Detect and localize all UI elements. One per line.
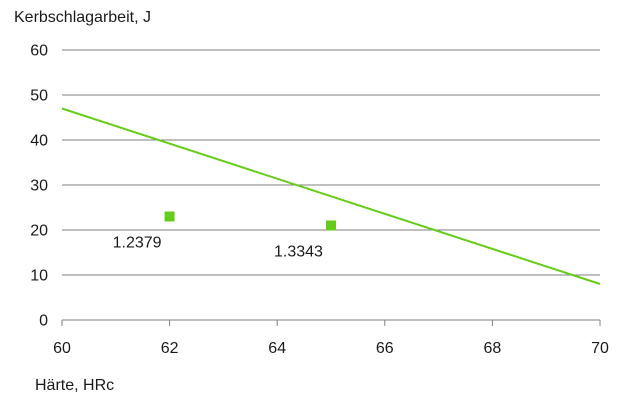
x-tick-label: 62 xyxy=(161,340,179,357)
x-tick-label: 66 xyxy=(376,340,394,357)
x-tick-label: 64 xyxy=(268,340,286,357)
data-label: 1.2379 xyxy=(113,235,162,252)
y-tick-label: 60 xyxy=(30,43,48,60)
y-tick-label: 50 xyxy=(30,88,48,105)
trendline xyxy=(61,107,601,285)
y-axis-label: Kerbschlagarbeit, J xyxy=(14,9,151,26)
y-tick-label: 40 xyxy=(30,133,48,150)
y-tick-label: 10 xyxy=(30,268,48,285)
y-tick-label: 0 xyxy=(39,313,48,330)
x-tick-label: 68 xyxy=(484,340,502,357)
y-tick-label: 30 xyxy=(30,178,48,195)
x-tick-label: 70 xyxy=(591,340,609,357)
data-label: 1.3343 xyxy=(274,244,323,261)
data-point-1.2379 xyxy=(164,211,175,222)
y-tick-label: 20 xyxy=(30,223,48,240)
x-tick-label: 60 xyxy=(53,340,71,357)
x-axis-label: Härte, HRc xyxy=(35,377,115,394)
data-point-1.3343 xyxy=(326,220,336,231)
